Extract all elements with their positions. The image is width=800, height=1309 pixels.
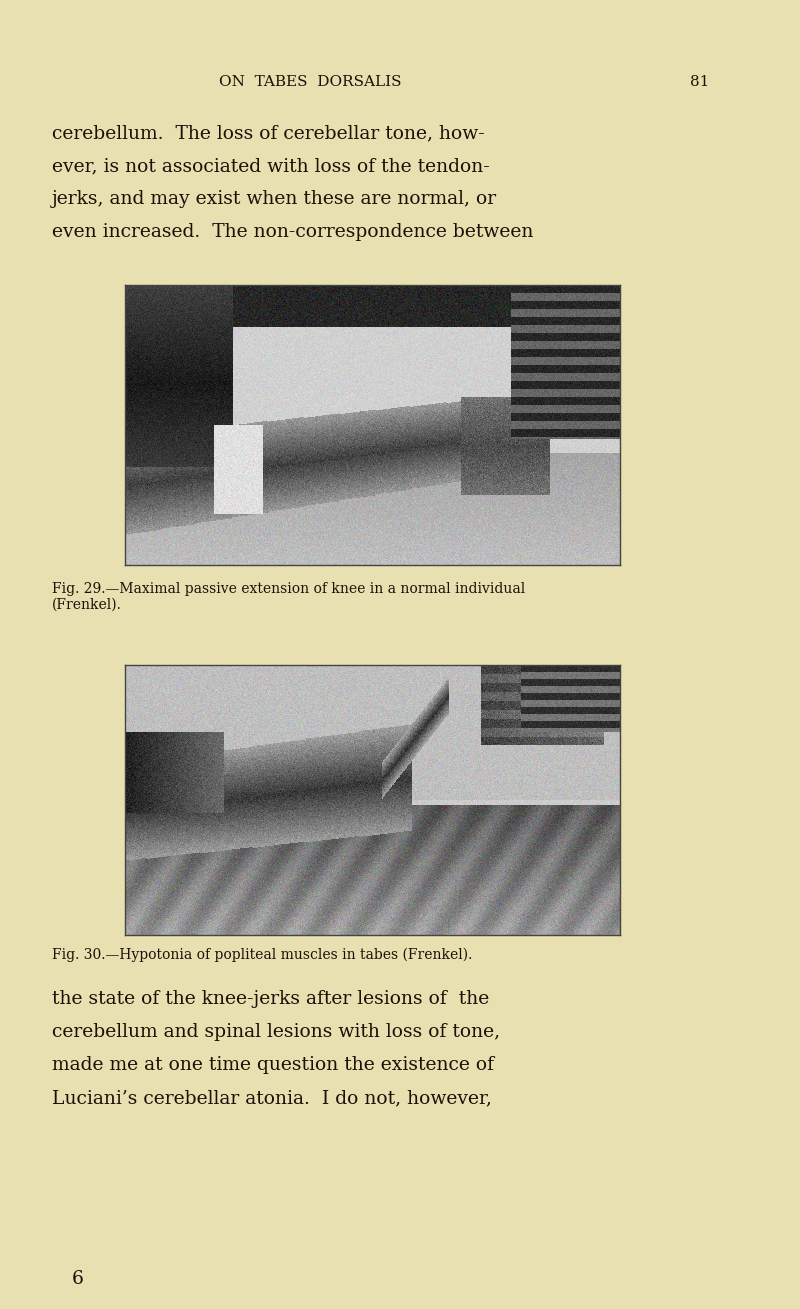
Text: jerks, and may exist when these are normal, or: jerks, and may exist when these are norm… bbox=[52, 190, 497, 208]
Text: Luciani’s cerebellar atonia.  I do not, however,: Luciani’s cerebellar atonia. I do not, h… bbox=[52, 1089, 492, 1107]
Text: Fig. 29.—Maximal passive extension of knee in a normal individual: Fig. 29.—Maximal passive extension of kn… bbox=[52, 583, 526, 596]
Text: even increased.  The non-correspondence between: even increased. The non-correspondence b… bbox=[52, 223, 534, 241]
Text: ON  TABES  DORSALIS: ON TABES DORSALIS bbox=[218, 75, 402, 89]
Text: (Frenkel).: (Frenkel). bbox=[52, 598, 122, 613]
Text: 6: 6 bbox=[72, 1270, 84, 1288]
Text: Fig. 30.—Hypotonia of popliteal muscles in tabes (Frenkel).: Fig. 30.—Hypotonia of popliteal muscles … bbox=[52, 948, 472, 962]
Text: cerebellum and spinal lesions with loss of tone,: cerebellum and spinal lesions with loss … bbox=[52, 1024, 500, 1041]
Text: made me at one time question the existence of: made me at one time question the existen… bbox=[52, 1056, 494, 1073]
Text: ever, is not associated with loss of the tendon-: ever, is not associated with loss of the… bbox=[52, 157, 490, 175]
Text: 81: 81 bbox=[690, 75, 710, 89]
Text: the state of the knee-jerks after lesions of  the: the state of the knee-jerks after lesion… bbox=[52, 990, 490, 1008]
Text: cerebellum.  The loss of cerebellar tone, how-: cerebellum. The loss of cerebellar tone,… bbox=[52, 124, 485, 141]
